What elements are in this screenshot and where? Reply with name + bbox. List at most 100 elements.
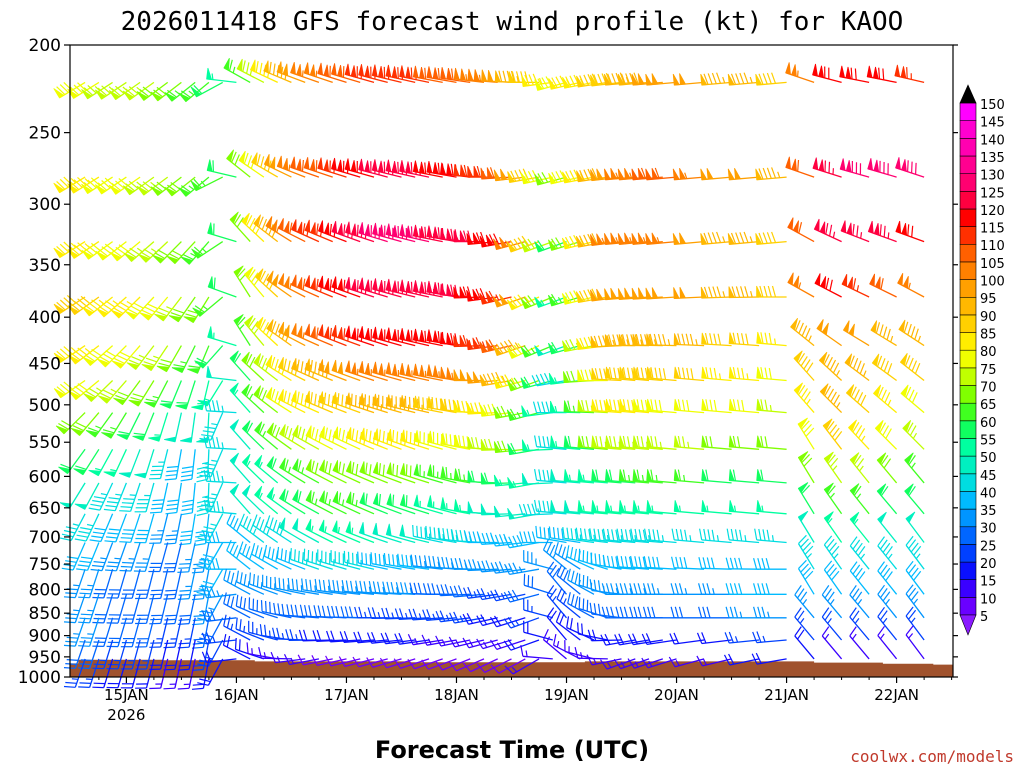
wind-barb bbox=[187, 345, 210, 374]
wind-barb-full bbox=[528, 74, 534, 86]
wind-barb bbox=[180, 241, 210, 265]
wind-barb bbox=[672, 168, 705, 181]
wind-barb-full bbox=[78, 667, 90, 670]
wind-barb-flag bbox=[479, 341, 488, 353]
wind-barb-flag bbox=[901, 159, 907, 172]
wind-barb-full bbox=[354, 394, 357, 407]
wind-barb-flag bbox=[108, 90, 121, 101]
wind-barb-full bbox=[248, 317, 256, 328]
wind-barb-full bbox=[125, 183, 135, 192]
wind-barb-flag bbox=[472, 232, 480, 245]
wind-barb-full bbox=[156, 310, 168, 317]
wind-barb-full bbox=[269, 61, 272, 74]
wind-barb-half bbox=[557, 296, 563, 304]
wind-barb-full bbox=[130, 305, 141, 312]
wind-barb bbox=[453, 335, 485, 348]
wind-barb-flag bbox=[610, 168, 618, 180]
wind-barb-flag bbox=[150, 186, 163, 196]
wind-barb-full bbox=[242, 60, 246, 72]
wind-barb-full bbox=[409, 431, 412, 444]
wind-barb bbox=[68, 345, 100, 365]
wind-barb-full bbox=[771, 167, 777, 179]
wind-barb bbox=[109, 241, 141, 262]
wind-barb-flag bbox=[350, 160, 357, 173]
wind-barb bbox=[813, 218, 842, 243]
wind-barb-full bbox=[550, 293, 559, 305]
wind-barb-flag bbox=[508, 71, 515, 83]
wind-barb-flag bbox=[679, 232, 687, 245]
wind-barb bbox=[344, 63, 375, 84]
wind-barb-full bbox=[611, 73, 617, 85]
wind-barb-full bbox=[126, 250, 137, 258]
wind-barb-full bbox=[77, 347, 88, 356]
wind-barb-flag bbox=[727, 233, 735, 245]
wind-barb-full bbox=[234, 154, 240, 166]
wind-barb-flag bbox=[473, 69, 480, 82]
colorbar-cell bbox=[959, 173, 977, 192]
wind-barb-full bbox=[703, 286, 709, 298]
wind-barb-full bbox=[261, 218, 268, 231]
wind-barb bbox=[467, 68, 498, 84]
wind-barb bbox=[290, 61, 320, 84]
wind-barb-full bbox=[621, 334, 626, 346]
wind-barb-flag bbox=[637, 73, 645, 85]
wind-barb-full bbox=[65, 663, 77, 665]
wind-barb-full bbox=[329, 327, 332, 340]
wind-barb-half bbox=[190, 252, 197, 257]
wind-barb-full bbox=[272, 63, 276, 75]
wind-barb-flag bbox=[446, 332, 453, 345]
wind-barb-full bbox=[711, 232, 717, 244]
wind-barb-full bbox=[578, 235, 586, 247]
wind-barb bbox=[399, 224, 430, 243]
wind-barb-half bbox=[504, 240, 509, 247]
wind-barb-flag bbox=[350, 327, 357, 341]
wind-barb-half bbox=[749, 236, 753, 243]
wind-barb-full bbox=[63, 346, 73, 355]
wind-barb-full bbox=[577, 622, 579, 635]
wind-barb-flag bbox=[492, 296, 503, 308]
wind-barb-flag bbox=[296, 158, 302, 172]
wind-barb-full bbox=[150, 507, 163, 510]
wind-barb-flag bbox=[251, 152, 258, 166]
wind-barb-full bbox=[176, 402, 188, 404]
wind-barb-flag bbox=[486, 167, 494, 179]
wind-barb-half bbox=[128, 558, 135, 560]
wind-barb-flag bbox=[902, 276, 909, 289]
wind-barb-full bbox=[569, 291, 576, 302]
wind-barb-flag bbox=[631, 287, 639, 300]
wind-barb-half bbox=[305, 558, 308, 565]
wind-barb-half bbox=[642, 237, 647, 244]
chart-title: 2026011418 GFS forecast wind profile (kt… bbox=[121, 7, 904, 37]
wind-barb-flag bbox=[493, 169, 502, 182]
wind-barb-flag bbox=[492, 344, 503, 356]
wind-barb-full bbox=[369, 554, 372, 566]
wind-barb-full bbox=[397, 161, 399, 174]
wind-barb-full bbox=[450, 228, 454, 241]
wind-barb-flag bbox=[364, 327, 371, 341]
wind-barb-flag bbox=[412, 160, 419, 173]
wind-barb-full bbox=[771, 231, 777, 243]
wind-barb-full bbox=[63, 81, 73, 91]
wind-barb-full bbox=[640, 167, 647, 179]
wind-barb-flag bbox=[672, 233, 680, 245]
wind-barb-full bbox=[521, 235, 530, 246]
wind-barb-flag bbox=[818, 65, 825, 79]
wind-barb-full bbox=[173, 364, 185, 368]
wind-barb-flag bbox=[846, 222, 853, 236]
wind-barb-full bbox=[65, 640, 77, 643]
wind-barb-flag bbox=[82, 356, 95, 366]
wind-barb-flag bbox=[590, 234, 598, 246]
wind-barb-full bbox=[80, 588, 93, 591]
wind-barb-full bbox=[249, 218, 256, 229]
wind-barb-full bbox=[297, 550, 300, 563]
wind-barb-flag bbox=[95, 250, 108, 261]
wind-barb-flag bbox=[617, 168, 625, 181]
wind-barb-flag bbox=[596, 233, 604, 246]
wind-barb-flag bbox=[358, 64, 365, 77]
wind-barb-full bbox=[91, 348, 102, 357]
colorbar-label: 120 bbox=[980, 204, 1005, 219]
wind-barb-flag bbox=[378, 224, 384, 238]
wind-barb-flag bbox=[164, 186, 177, 197]
wind-barb-full bbox=[182, 253, 194, 261]
wind-barb-half bbox=[112, 300, 119, 305]
